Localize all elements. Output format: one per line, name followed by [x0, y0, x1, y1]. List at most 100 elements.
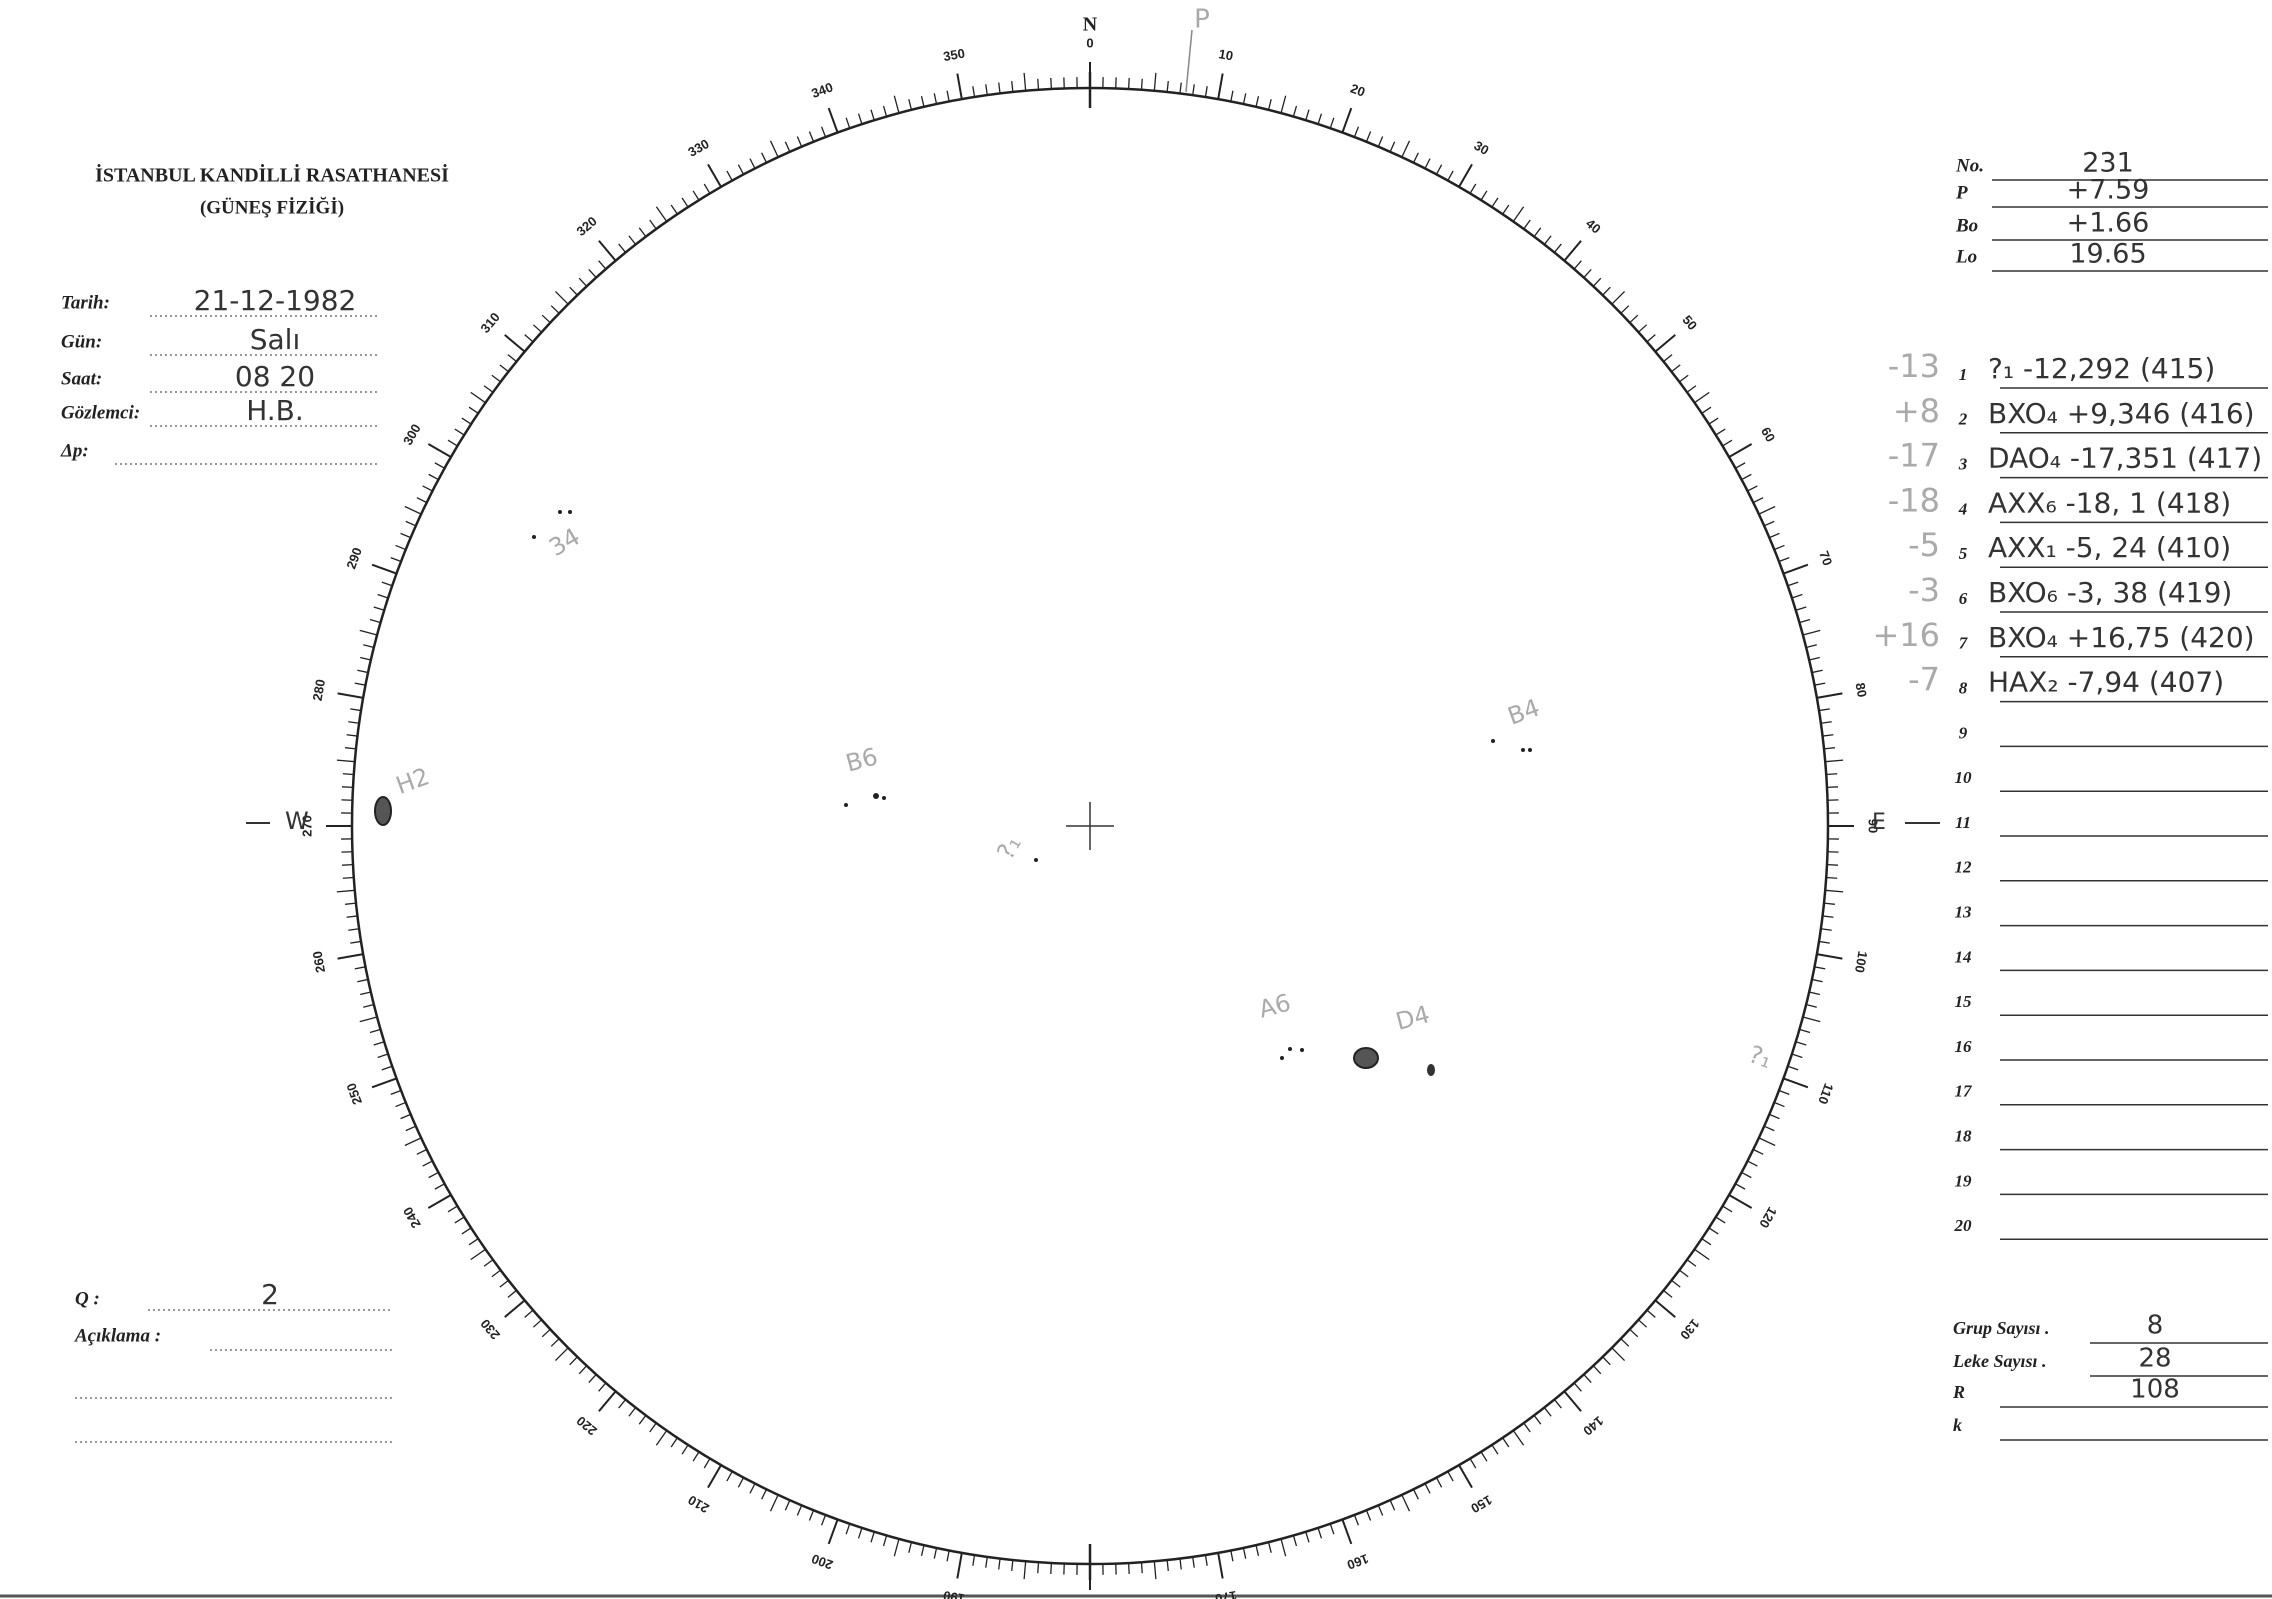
scale-tick — [1230, 1550, 1234, 1562]
sunspot — [1427, 1064, 1435, 1076]
scale-tick — [348, 928, 360, 931]
scale-tick — [784, 1499, 791, 1511]
scale-tick — [707, 163, 722, 188]
scale-tick — [1166, 81, 1169, 93]
scale-tick — [827, 107, 839, 133]
row-number: 10 — [1955, 768, 1973, 787]
scale-tick — [434, 1183, 445, 1190]
institution-title: İSTANBUL KANDİLLİ RASATHANESİ — [95, 163, 449, 187]
scale-tick — [920, 1544, 925, 1556]
degree-label: 160 — [1345, 1551, 1371, 1573]
degree-label: 260 — [310, 950, 329, 974]
degree-label: 100 — [1852, 950, 1871, 974]
scale-tick — [405, 520, 417, 527]
scale-tick — [588, 1374, 597, 1384]
scale-tick — [1563, 240, 1582, 262]
scale-tick — [692, 1451, 700, 1462]
scale-tick — [1778, 1089, 1790, 1096]
field-value: H.B. — [246, 394, 304, 427]
scale-tick — [1735, 462, 1746, 469]
scale-tick — [337, 953, 364, 960]
scale-tick — [1329, 117, 1335, 129]
scale-tick — [1629, 1328, 1639, 1338]
row-number: 15 — [1955, 992, 1973, 1011]
scale-tick — [1553, 243, 1562, 253]
sunspot — [1521, 748, 1525, 752]
scale-tick — [1127, 77, 1130, 90]
scale-tick — [377, 1053, 389, 1059]
scale-tick — [870, 109, 875, 121]
scale-tick — [796, 136, 803, 147]
scale-tick — [1242, 1547, 1247, 1559]
scale-tick — [1708, 417, 1719, 425]
parameter-value: 19.65 — [2069, 239, 2146, 270]
scale-tick — [1023, 1561, 1027, 1580]
sunspot — [844, 803, 848, 807]
scale-tick — [404, 505, 422, 515]
scale-tick — [933, 93, 938, 105]
scale-tick — [1722, 439, 1733, 447]
scale-tick — [428, 473, 439, 481]
scale-tick — [1573, 1382, 1582, 1392]
sunspot — [882, 796, 886, 800]
scale-tick — [1758, 1137, 1776, 1147]
scale-tick — [400, 1113, 411, 1120]
sunspot — [1034, 858, 1038, 862]
scale-tick — [1728, 1194, 1753, 1209]
scale-tick — [345, 747, 357, 750]
scale-tick — [726, 170, 733, 181]
row-number: 3 — [1958, 455, 1968, 474]
scale-tick — [416, 1148, 427, 1155]
scale-tick — [447, 439, 458, 447]
scale-tick — [1401, 140, 1411, 158]
scale-tick — [655, 206, 668, 222]
scale-tick — [628, 1407, 637, 1417]
scale-tick — [1787, 1065, 1799, 1071]
degree-label: 170 — [1214, 1588, 1238, 1599]
scale-tick — [1826, 773, 1838, 776]
scale-tick — [1715, 1216, 1726, 1224]
scale-tick — [483, 385, 494, 393]
parameter-label: P — [1955, 182, 1968, 203]
degree-label: 190 — [942, 1588, 966, 1599]
scale-tick — [468, 1238, 479, 1246]
scale-tick — [1401, 1494, 1411, 1512]
scale-tick — [1424, 158, 1431, 169]
scale-tick — [1814, 682, 1826, 686]
parameter-value: +1.66 — [2067, 208, 2150, 239]
scale-tick — [532, 1319, 542, 1328]
scale-tick — [1127, 1562, 1130, 1575]
scale-tick — [1435, 1477, 1443, 1488]
scale-tick — [1663, 1289, 1673, 1298]
scale-tick — [681, 197, 689, 208]
scale-tick — [670, 204, 678, 215]
scale-tick — [342, 876, 354, 879]
scale-tick — [972, 86, 976, 98]
scale-tick — [400, 532, 411, 539]
scale-tick — [1763, 520, 1775, 527]
scale-tick — [1686, 1259, 1697, 1267]
degree-label: 110 — [1815, 1081, 1836, 1106]
scale-tick — [1611, 290, 1626, 305]
scale-tick — [1646, 1309, 1656, 1318]
scale-tick — [749, 158, 756, 169]
scale-tick — [1826, 876, 1838, 879]
summary-value: 8 — [2147, 1311, 2164, 1341]
scale-tick — [628, 235, 637, 245]
scale-tick — [638, 1415, 647, 1425]
scale-tick — [1654, 334, 1676, 353]
scale-tick — [354, 682, 366, 686]
scale-tick — [491, 1269, 501, 1278]
scale-tick — [1814, 966, 1826, 970]
row-number: 20 — [1954, 1216, 1973, 1235]
scale-tick — [447, 1205, 458, 1213]
scale-tick — [761, 152, 768, 163]
scale-tick — [1825, 889, 1844, 893]
scale-tick — [1663, 354, 1673, 363]
scale-tick — [1458, 1464, 1473, 1489]
scale-tick — [1573, 260, 1582, 270]
scale-tick — [1480, 190, 1488, 201]
scale-tick — [1553, 1399, 1562, 1409]
scale-tick — [1602, 286, 1611, 296]
